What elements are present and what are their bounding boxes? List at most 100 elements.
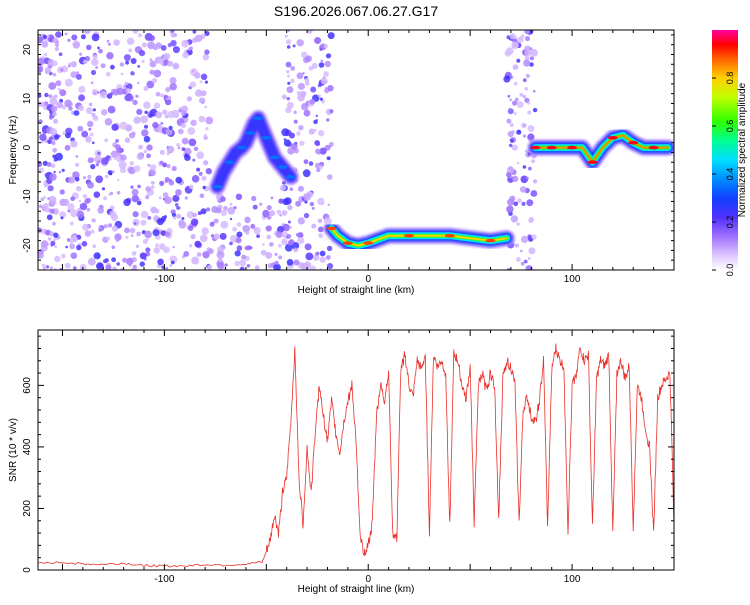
noise-speck xyxy=(140,210,149,219)
noise-speck xyxy=(220,220,229,229)
noise-speck xyxy=(235,237,242,244)
noise-speck xyxy=(148,35,155,42)
noise-speck xyxy=(128,48,133,53)
noise-speck xyxy=(173,216,177,220)
noise-speck xyxy=(130,234,134,237)
snr-y-ticks: 0 200 400 600 xyxy=(22,335,674,573)
noise-speck xyxy=(184,196,188,200)
noise-speck xyxy=(519,92,524,97)
noise-speck xyxy=(265,251,273,259)
noise-speck xyxy=(138,33,142,38)
noise-speck xyxy=(124,94,132,102)
noise-speck xyxy=(54,255,61,263)
noise-speck xyxy=(59,91,62,94)
noise-speck xyxy=(154,208,160,214)
noise-speck xyxy=(169,82,177,91)
noise-speck xyxy=(236,245,243,251)
noise-speck xyxy=(158,196,162,200)
noise-speck xyxy=(203,160,209,166)
noise-speck xyxy=(178,109,182,113)
noise-speck xyxy=(313,119,318,125)
noise-speck xyxy=(513,112,517,116)
noise-speck xyxy=(38,93,42,98)
noise-speck xyxy=(320,59,324,63)
noise-speck xyxy=(192,30,197,34)
colorbar-tick-label: 0.6 xyxy=(725,120,735,133)
noise-speck xyxy=(172,213,176,217)
x-tick-label: 0 xyxy=(365,274,371,285)
noise-speck xyxy=(326,118,330,122)
noise-speck xyxy=(52,148,57,153)
noise-speck xyxy=(533,179,538,184)
noise-speck xyxy=(285,61,292,68)
noise-speck xyxy=(287,204,293,211)
noise-speck xyxy=(507,130,514,138)
noise-speck xyxy=(70,209,78,218)
noise-speck xyxy=(188,138,197,147)
noise-speck xyxy=(120,154,127,161)
noise-speck xyxy=(198,171,203,176)
noise-speck xyxy=(81,241,88,247)
noise-speck xyxy=(282,223,291,232)
noise-speck xyxy=(190,218,199,226)
colorbar-ticks: 0.0 0.2 0.4 0.6 0.8 xyxy=(712,72,735,276)
noise-speck xyxy=(104,138,109,143)
noise-speck xyxy=(43,52,48,57)
noise-speck xyxy=(286,45,291,49)
noise-speck xyxy=(245,230,250,235)
noise-speck xyxy=(120,72,124,76)
spectrogram-y-ticks: -20 -10 0 10 20 xyxy=(22,34,674,271)
noise-speck xyxy=(526,199,534,207)
noise-speck xyxy=(177,128,184,135)
noise-speck xyxy=(138,50,146,57)
noise-speck xyxy=(216,250,225,259)
noise-speck xyxy=(297,217,305,225)
y-tick-label: 600 xyxy=(22,377,33,394)
colorbar-tick-label: 0.2 xyxy=(725,216,735,229)
noise-speck xyxy=(301,51,308,58)
noise-speck xyxy=(153,69,162,78)
noise-speck xyxy=(229,241,233,246)
noise-speck xyxy=(76,244,82,251)
noise-speck xyxy=(509,75,513,79)
noise-speck xyxy=(161,265,165,269)
noise-speck xyxy=(162,192,169,198)
noise-speck xyxy=(99,91,108,99)
noise-speck xyxy=(530,49,538,57)
x-tick-label: 100 xyxy=(564,574,581,585)
noise-speck xyxy=(140,219,147,226)
noise-speck xyxy=(90,164,96,170)
noise-speck xyxy=(205,116,214,125)
noise-speck xyxy=(76,186,82,192)
noise-speck xyxy=(187,225,194,231)
noise-speck xyxy=(181,39,190,48)
noise-speck xyxy=(281,231,288,238)
noise-speck xyxy=(40,141,44,144)
noise-speck xyxy=(92,108,96,112)
noise-speck xyxy=(68,176,75,184)
noise-speck xyxy=(291,143,298,150)
y-tick-label: 400 xyxy=(22,438,33,455)
noise-speck xyxy=(526,101,531,105)
snr-x-axis-label: Height of straight line (km) xyxy=(298,584,415,595)
noise-speck xyxy=(53,118,59,124)
noise-speck xyxy=(516,58,521,63)
noise-speck xyxy=(266,234,272,240)
noise-speck xyxy=(524,55,530,61)
noise-speck xyxy=(251,195,257,202)
noise-speck xyxy=(92,244,96,249)
noise-speck xyxy=(204,49,210,55)
noise-speck xyxy=(52,73,57,77)
noise-speck xyxy=(326,174,333,180)
noise-speck xyxy=(154,102,161,109)
noise-speck xyxy=(303,212,310,219)
noise-speck xyxy=(159,160,164,165)
noise-speck xyxy=(323,43,328,49)
noise-speck xyxy=(95,175,104,184)
noise-speck xyxy=(50,105,58,113)
noise-speck xyxy=(145,186,151,192)
noise-speck xyxy=(303,109,311,117)
noise-speck xyxy=(175,176,183,184)
noise-speck xyxy=(150,181,155,185)
noise-speck xyxy=(169,77,177,84)
